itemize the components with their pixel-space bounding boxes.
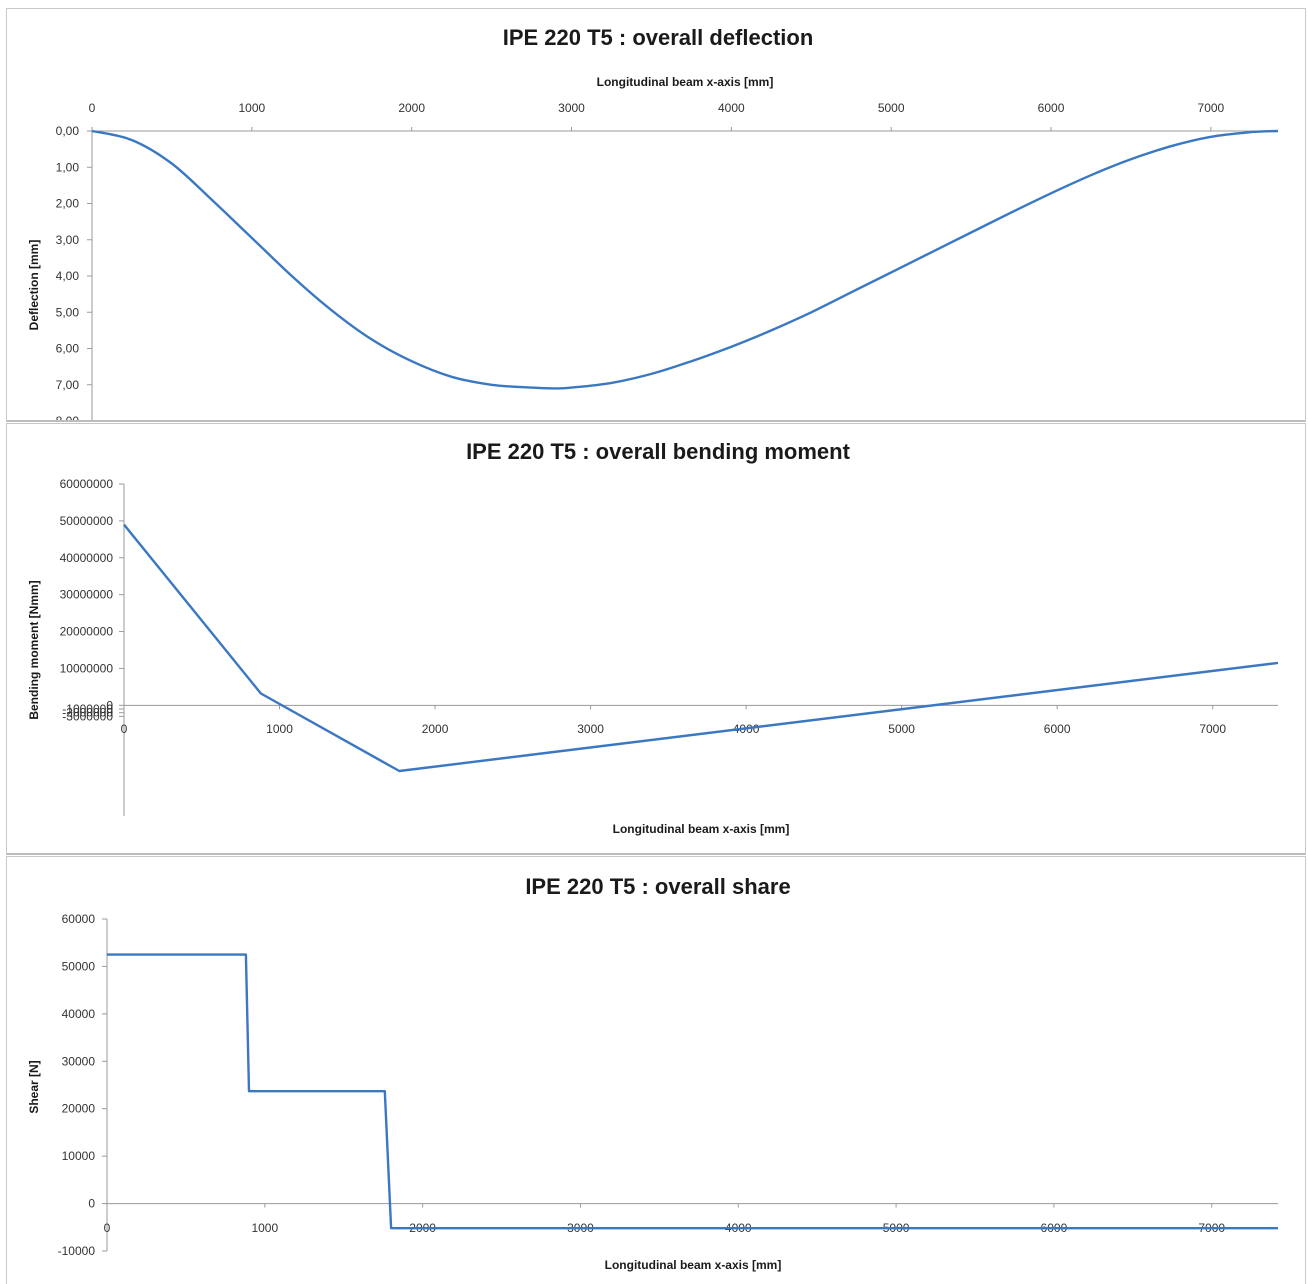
- x-tick-label: 4000: [718, 101, 745, 115]
- y-axis-title: Deflection [mm]: [27, 240, 41, 331]
- axes: [87, 127, 1278, 420]
- x-tick-label: 1000: [251, 1221, 278, 1235]
- x-tick-label: 3000: [558, 101, 585, 115]
- y-tick-label: -10000: [58, 1244, 96, 1258]
- axes: [119, 483, 1278, 816]
- y-tick-label: -2000000: [62, 706, 113, 720]
- x-tick-label: 0: [121, 722, 128, 736]
- series-group: [123, 523, 1279, 773]
- x-axis-title: Longitudinal beam x-axis [mm]: [613, 822, 790, 836]
- chart-title: IPE 220 T5 : overall share: [525, 874, 790, 899]
- y-tick-label: -1000000: [62, 702, 113, 716]
- y-tick-label: 50000: [62, 959, 96, 973]
- y-tick-label: 0: [106, 698, 113, 712]
- y-tick-label: 20000000: [60, 625, 114, 639]
- y-tick-label: 60000000: [60, 477, 114, 491]
- y-tick-label: 4,00: [56, 269, 80, 283]
- y-tick-label: 7,00: [56, 378, 80, 392]
- x-tick-labels: 0 1000 2000 3000 4000 5000 6000 7000: [121, 722, 1227, 736]
- y-axis-title: Bending moment [Nmm]: [27, 580, 41, 719]
- x-tick-labels: 0 1000 2000 3000 4000 5000 6000 7000: [89, 101, 1225, 115]
- shear-chart: IPE 220 T5 : overall share Longitudinal …: [27, 874, 1278, 1272]
- y-tick-labels: 60000000 50000000 40000000 30000000 20000000…: [60, 477, 114, 723]
- y-tick-labels: 0,00 1,00 2,00 3,00 4,00 5,00 6,00 7,00 8,00: [56, 124, 80, 422]
- y-axis-title: Shear [N]: [27, 1060, 41, 1113]
- y-tick-label: 5,00: [56, 305, 80, 319]
- x-tick-label: 1000: [238, 101, 265, 115]
- shear-chart-panel: IPE 220 T5 : overall share Longitudinal …: [6, 856, 1306, 1284]
- y-tick-label: 3,00: [56, 233, 80, 247]
- x-tick-label: 2000: [422, 722, 449, 736]
- x-tick-label: 0: [89, 101, 96, 115]
- x-axis-title: Longitudinal beam x-axis [mm]: [605, 1258, 782, 1272]
- y-tick-label: 10000000: [60, 661, 114, 675]
- y-tick-label: 10000: [62, 1149, 96, 1163]
- y-tick-labels: 60000 50000 40000 30000 20000 10000 0 -10000: [58, 912, 96, 1258]
- x-tick-label: 3000: [577, 722, 604, 736]
- x-tick-label: 1000: [266, 722, 293, 736]
- chart-title: IPE 220 T5 : overall bending moment: [466, 439, 851, 464]
- x-tick-label: 5000: [888, 722, 915, 736]
- y-tick-label: 40000000: [60, 551, 114, 565]
- series-group: [91, 129, 1279, 390]
- deflection-chart-panel: IPE 220 T5 : overall deflection Longitud…: [6, 8, 1306, 422]
- x-tick-label: 6000: [1038, 101, 1065, 115]
- bending-moment-chart: IPE 220 T5 : overall bending moment Long…: [27, 439, 1279, 836]
- series-group: [107, 953, 1278, 1230]
- x-tick-label: 2000: [398, 101, 425, 115]
- y-tick-label: 8,00: [56, 414, 80, 422]
- y-tick-label: -3000000: [62, 709, 113, 723]
- y-tick-label: 1,00: [56, 160, 80, 174]
- bending-moment-chart-panel: IPE 220 T5 : overall bending moment Long…: [6, 423, 1306, 855]
- series-line: [123, 523, 1279, 773]
- y-tick-label: 0: [88, 1197, 95, 1211]
- y-tick-label: 50000000: [60, 514, 114, 528]
- y-tick-label: 6,00: [56, 342, 80, 356]
- y-tick-label: 20000: [62, 1102, 96, 1116]
- y-tick-label: 60000: [62, 912, 96, 926]
- chart-title: IPE 220 T5 : overall deflection: [503, 25, 814, 50]
- x-axis-title: Longitudinal beam x-axis [mm]: [597, 75, 774, 89]
- x-tick-label: 0: [104, 1221, 111, 1235]
- x-tick-label: 5000: [878, 101, 905, 115]
- y-tick-label: 40000: [62, 1007, 96, 1021]
- x-tick-label: 7000: [1199, 722, 1226, 736]
- x-tick-label: 6000: [1044, 722, 1071, 736]
- y-tick-label: 0,00: [56, 124, 80, 138]
- axes: [102, 918, 1278, 1252]
- deflection-chart: IPE 220 T5 : overall deflection Longitud…: [27, 25, 1279, 422]
- x-tick-label: 7000: [1198, 101, 1225, 115]
- y-tick-label: 2,00: [56, 197, 80, 211]
- y-tick-label: 30000: [62, 1054, 96, 1068]
- y-tick-label: 30000000: [60, 588, 114, 602]
- series-line: [91, 129, 1279, 390]
- series-line: [107, 953, 1278, 1230]
